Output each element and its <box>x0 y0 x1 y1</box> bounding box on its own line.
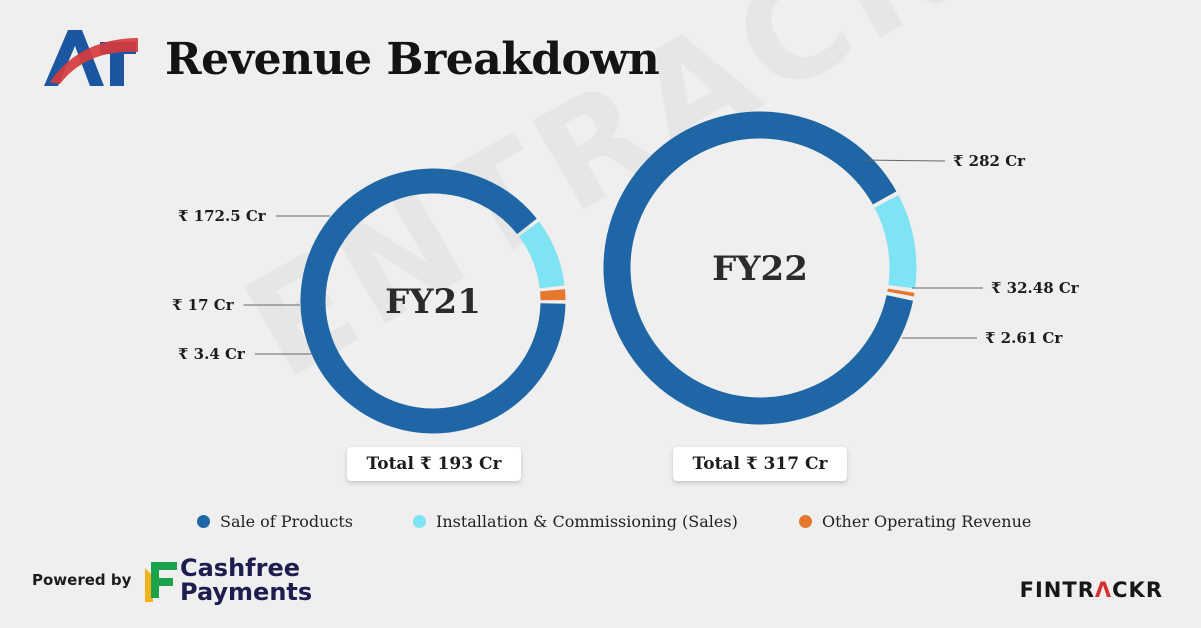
donut-slice-fy21-0 <box>300 168 566 434</box>
leader-line <box>861 159 946 162</box>
value-label: ₹ 32.48 Cr <box>991 279 1080 297</box>
fintrackr-logo: FINTRΛCKR <box>1020 578 1163 602</box>
legend-label: Installation & Commissioning (Sales) <box>436 512 738 531</box>
value-label: ₹ 3.4 Cr <box>178 345 246 363</box>
cashfree-logo-icon <box>145 562 177 602</box>
legend-dot-icon <box>197 515 210 528</box>
legend-dot-icon <box>799 515 812 528</box>
legend-item-installation: Installation & Commissioning (Sales) <box>413 512 738 531</box>
legend-label: Sale of Products <box>220 512 354 531</box>
header: Revenue Breakdown <box>40 20 840 120</box>
fintrackr-part-c: CKR <box>1112 578 1163 602</box>
donut-slice-fy22-0 <box>603 111 914 425</box>
fy21-total-box: Total ₹ 193 Cr <box>347 447 521 481</box>
cashfree-name: Cashfree <box>180 554 301 582</box>
fy21-total-label: Total ₹ 193 Cr <box>366 454 502 474</box>
value-label: ₹ 172.5 Cr <box>178 207 267 225</box>
value-label: ₹ 2.61 Cr <box>985 329 1063 347</box>
page-title: Revenue Breakdown <box>165 34 660 85</box>
fintrackr-part-a: FINTR <box>1019 578 1095 602</box>
donut-slice-fy22-2 <box>887 288 915 297</box>
brand-logo <box>44 30 138 86</box>
legend: Sale of Products Installation & Commissi… <box>0 512 1201 538</box>
cashfree-payments: Payments <box>180 578 313 606</box>
donut-center-label: FY22 <box>712 249 808 289</box>
cashfree-wordmark: Cashfree Payments <box>180 556 312 604</box>
donut-center-label: FY21 <box>385 282 481 322</box>
donut-slice-fy21-1 <box>518 221 565 289</box>
value-label: ₹ 282 Cr <box>953 152 1026 170</box>
legend-item-sale-of-products: Sale of Products <box>197 512 353 531</box>
donut-slice-fy22-1 <box>874 195 917 289</box>
legend-dot-icon <box>413 515 426 528</box>
legend-item-other-operating-revenue: Other Operating Revenue <box>799 512 1031 531</box>
value-label: ₹ 17 Cr <box>172 296 235 314</box>
fy22-total-box: Total ₹ 317 Cr <box>673 447 847 481</box>
legend-label: Other Operating Revenue <box>822 512 1032 531</box>
fy22-total-label: Total ₹ 317 Cr <box>692 454 828 474</box>
powered-by-label: Powered by <box>32 571 132 589</box>
fintrackr-part-b: Λ <box>1094 578 1113 602</box>
